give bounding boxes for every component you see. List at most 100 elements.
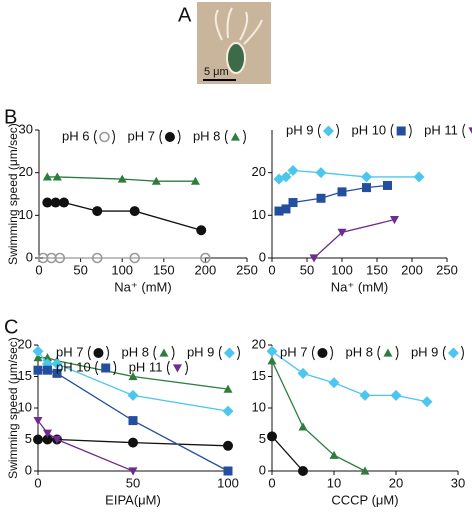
legend-label: pH 8 [193, 128, 220, 143]
legend-marker [322, 125, 334, 137]
legend-paren [93, 129, 97, 145]
chart-panel: 0 5 10 15 20 0 50 100 EIPA(μM) Swimming speed (μm… [6, 336, 240, 507]
data-point [329, 450, 339, 459]
data-point [196, 225, 207, 236]
legend-marker [383, 348, 393, 357]
series-line [47, 201, 202, 231]
x-axis-label: EIPA(μM) [105, 492, 161, 507]
chart-panel: 0 10 20 30 0 50 100 150 200 250 Na⁺ (mM) Swimming s… [6, 121, 258, 294]
data-point [223, 466, 233, 476]
y-tick-label: 15 [252, 368, 266, 383]
legend-label: pH 9 [187, 344, 214, 359]
data-point [200, 252, 211, 264]
panel-label: A [178, 4, 192, 26]
panel-label: C [4, 316, 18, 338]
series-line [37, 420, 134, 472]
series-line [278, 169, 419, 180]
data-point [287, 165, 299, 177]
legend-label: pH 6 [62, 128, 89, 143]
legend-paren [153, 345, 157, 361]
legend-marker [223, 347, 235, 359]
legend-paren [242, 129, 246, 145]
data-point [52, 368, 62, 378]
legend-marker [159, 348, 169, 357]
data-point [223, 440, 233, 451]
legend-label: pH 7 [56, 344, 83, 359]
x-tick-label: 250 [436, 262, 458, 277]
series-line [271, 435, 304, 472]
data-point [32, 345, 44, 357]
legend-paren [330, 345, 333, 361]
data-point [413, 171, 425, 183]
data-point [91, 252, 103, 264]
data-point [297, 367, 309, 379]
x-tick-label: 50 [73, 262, 87, 277]
data-point [298, 422, 308, 431]
y-tick-label: 0 [259, 462, 266, 477]
scale-bar-label: 5 μm [204, 66, 229, 78]
legend-paren [460, 345, 464, 361]
x-tick-label: 10 [327, 475, 341, 490]
data-point [316, 193, 326, 203]
data-point [128, 372, 138, 381]
panel-label: B [4, 106, 17, 128]
legend-paren [113, 360, 117, 376]
micrograph: 5 μm [197, 2, 271, 84]
legend-label: pH 11 [424, 122, 458, 137]
legend-paren [462, 123, 466, 139]
legend-label: pH 11 [129, 359, 163, 374]
data-point [43, 353, 52, 362]
data-point [383, 180, 392, 190]
legend-paren [317, 123, 321, 139]
y-tick-label: 30 [19, 121, 33, 136]
data-point [223, 384, 233, 393]
series-line [271, 350, 428, 403]
data-point [151, 176, 161, 185]
data-point [129, 252, 140, 264]
legend-paren [112, 129, 115, 145]
data-point [43, 365, 52, 375]
data-point [33, 417, 43, 426]
data-point [274, 206, 284, 216]
legend-paren [166, 360, 170, 376]
data-point [92, 206, 103, 217]
y-tick-label: 10 [18, 399, 32, 414]
legend-paren [390, 123, 394, 139]
data-point [58, 197, 69, 208]
data-point [390, 216, 399, 225]
data-point [128, 416, 138, 426]
x-tick-label: 250 [236, 262, 258, 277]
y-tick-label: 0 [25, 462, 32, 477]
y-tick-label: 5 [259, 431, 266, 446]
legend-marker [230, 132, 240, 141]
legend-paren [184, 360, 188, 376]
data-point [42, 172, 52, 181]
legend-marker [317, 348, 328, 358]
y-tick-label: 20 [19, 164, 33, 179]
y-tick-label: 0 [259, 249, 266, 264]
data-point [390, 389, 402, 401]
data-point [337, 228, 347, 237]
y-tick-label: 20 [18, 336, 32, 351]
data-point [222, 405, 234, 417]
data-point [128, 437, 138, 448]
legend-marker [101, 363, 111, 373]
legend-paren [218, 345, 222, 361]
x-tick-label: 0 [268, 475, 275, 490]
x-tick-label: 150 [153, 262, 175, 277]
data-point [127, 389, 139, 401]
x-tick-label: 50 [300, 262, 314, 277]
legend-paren [311, 345, 315, 361]
data-point [309, 254, 319, 263]
legend-paren [395, 345, 399, 361]
data-point [266, 345, 278, 357]
data-point [267, 356, 277, 365]
y-axis-label: Swimming speed (μm/sec) [6, 337, 20, 479]
legend-paren [224, 129, 228, 145]
y-tick-label: 20 [252, 164, 266, 179]
legend-label: pH 7 [280, 344, 307, 359]
legend-paren [336, 123, 339, 139]
y-tick-label: 10 [252, 399, 266, 414]
legend-label: pH 8 [121, 344, 148, 359]
